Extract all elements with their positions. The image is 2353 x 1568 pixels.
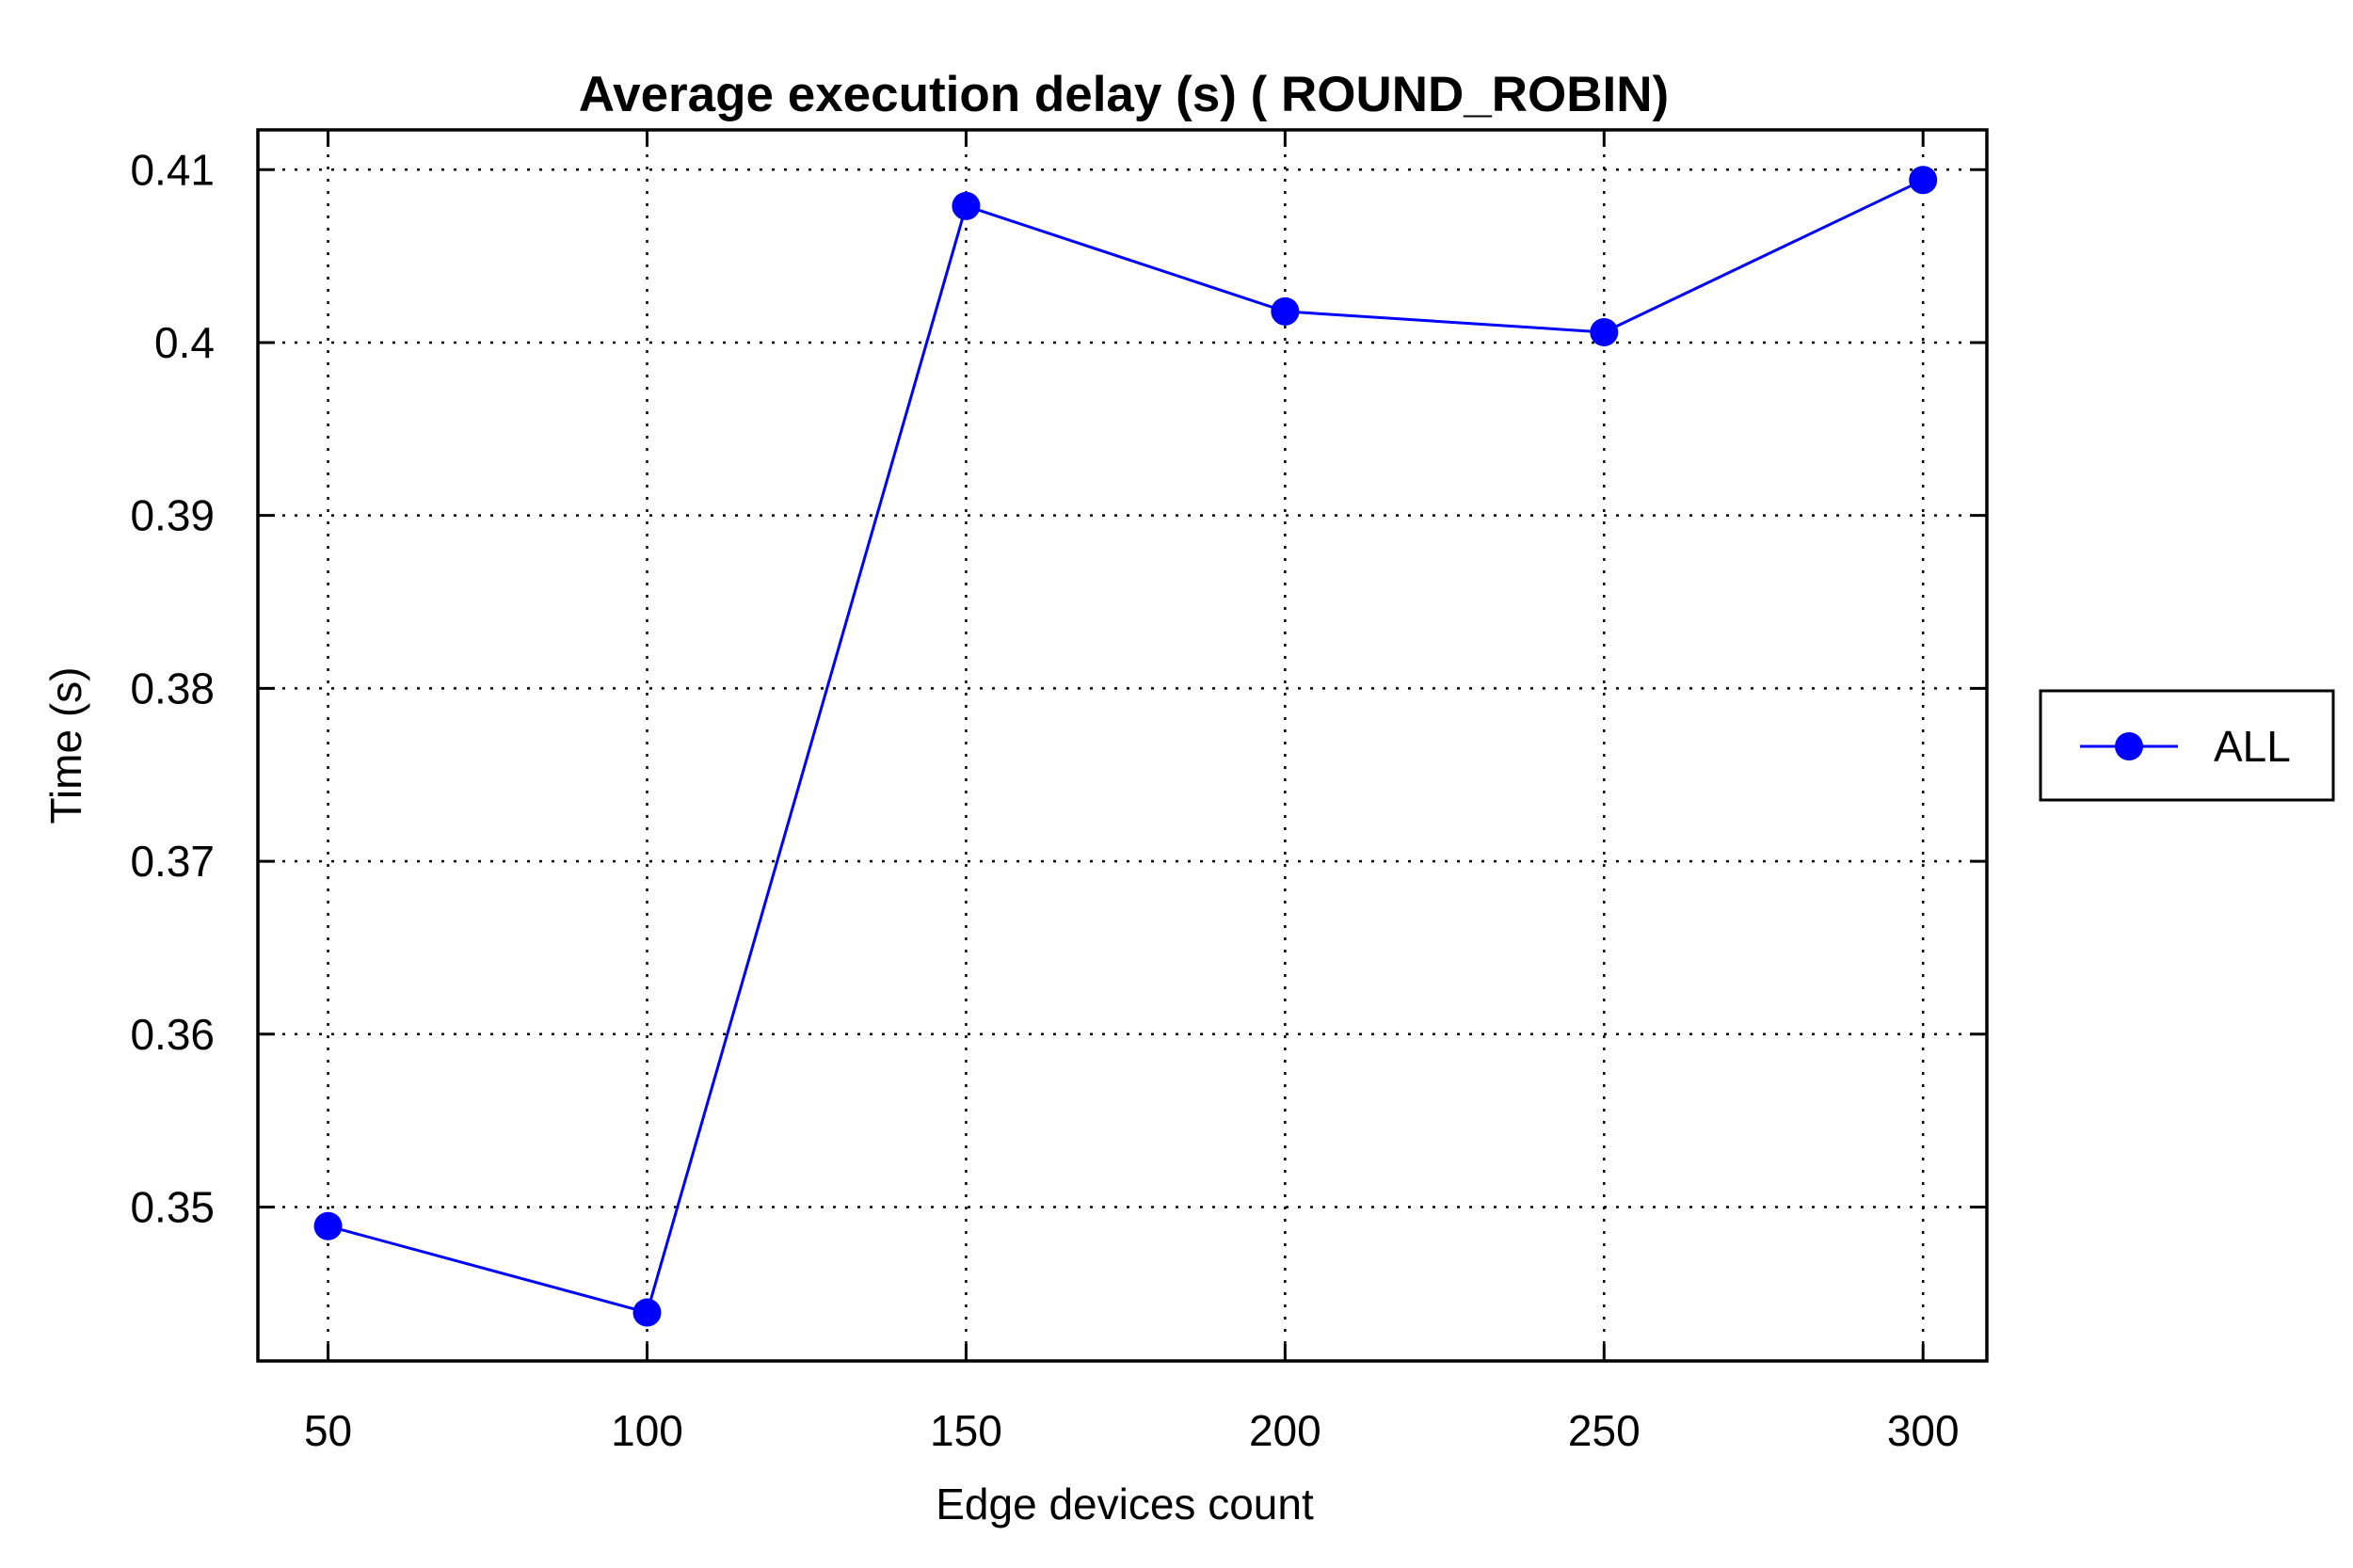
data-point: [1909, 166, 1938, 195]
series-all: [313, 166, 1938, 1327]
data-point: [1590, 317, 1619, 346]
y-tick-label: 0.4: [154, 318, 215, 367]
x-tick-label: 200: [1249, 1406, 1321, 1455]
x-tick-label: 250: [1568, 1406, 1641, 1455]
x-tick-label: 300: [1887, 1406, 1960, 1455]
y-tick-label: 0.37: [130, 837, 215, 886]
y-tick-label: 0.38: [130, 664, 215, 712]
y-tick-label: 0.39: [130, 491, 215, 540]
plot-frame: [256, 128, 1989, 1363]
y-gridlines: [258, 168, 1987, 1208]
x-axis-ticks: 50 100 150 200 250 300: [304, 130, 1960, 1455]
legend-marker: [2115, 732, 2143, 760]
chart-title: Average execution delay (s) ( ROUND_ROBI…: [579, 67, 1669, 122]
x-tick-label: 100: [611, 1406, 683, 1455]
x-tick-label: 150: [930, 1406, 1002, 1455]
x-tick-label: 50: [304, 1406, 352, 1455]
data-point: [313, 1211, 343, 1240]
series-line: [328, 178, 1924, 1315]
x-gridlines: [327, 130, 1925, 1361]
data-point: [952, 191, 981, 220]
data-point: [632, 1298, 662, 1327]
legend-label-all: ALL: [2214, 722, 2291, 771]
y-tick-label: 0.41: [130, 145, 215, 194]
y-tick-label: 0.36: [130, 1010, 215, 1059]
data-point: [1271, 296, 1300, 326]
x-axis-label: Edge devices count: [936, 1480, 1314, 1528]
y-axis-ticks: 0.35 0.36 0.37 0.38 0.39 0.4 0.41: [130, 145, 1987, 1232]
y-tick-label: 0.35: [130, 1183, 215, 1232]
legend: ALL: [2039, 689, 2335, 802]
y-axis-label: Time (s): [41, 667, 90, 824]
